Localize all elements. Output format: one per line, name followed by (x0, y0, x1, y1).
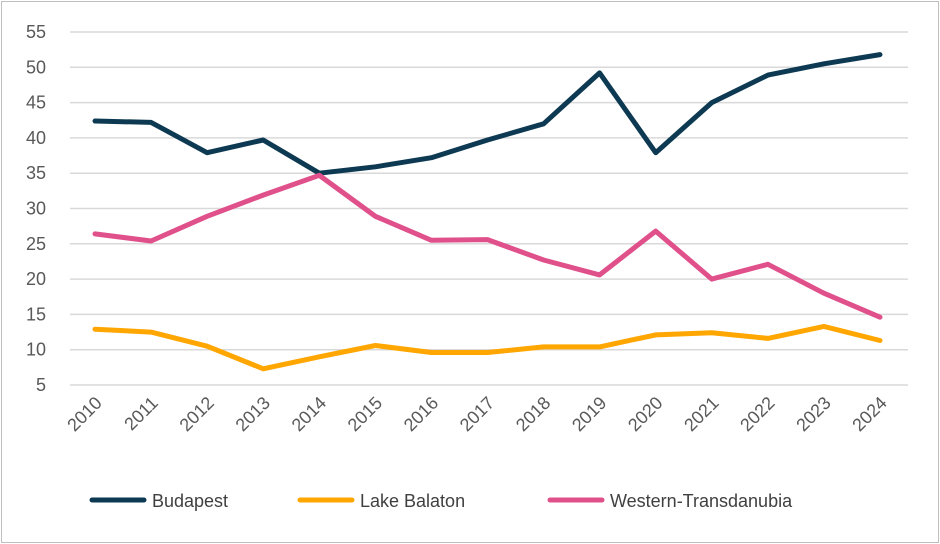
y-tick-label: 25 (26, 234, 46, 254)
x-tick-label: 2012 (176, 393, 218, 435)
y-axis-ticks: 5 10 15 20 25 30 35 40 45 50 55 (26, 22, 46, 395)
x-tick-label: 2023 (792, 393, 834, 435)
x-tick-label: 2022 (736, 393, 778, 435)
y-tick-label: 15 (26, 304, 46, 324)
x-tick-label: 2018 (512, 393, 554, 435)
x-tick-label: 2015 (344, 393, 386, 435)
x-tick-label: 2024 (848, 393, 890, 435)
y-tick-label: 45 (26, 93, 46, 113)
y-tick-label: 35 (26, 163, 46, 183)
y-tick-label: 55 (26, 22, 46, 42)
x-tick-label: 2011 (120, 393, 162, 435)
y-tick-label: 50 (26, 57, 46, 77)
gridlines (70, 31, 908, 386)
x-tick-label: 2017 (456, 393, 498, 435)
legend-label-lake-balaton: Lake Balaton (360, 491, 465, 511)
x-axis-ticks: 2010 2011 2012 2013 2014 2015 2016 2017 2018 2019… (63, 393, 890, 435)
x-tick-label: 2010 (63, 393, 105, 435)
series-line-lake-balaton (92, 323, 883, 372)
y-tick-label: 30 (26, 199, 46, 219)
series-lines (92, 52, 883, 372)
x-tick-label: 2019 (568, 393, 610, 435)
y-tick-label: 5 (36, 375, 46, 395)
y-tick-label: 20 (26, 269, 46, 289)
x-tick-label: 2014 (288, 393, 330, 435)
x-tick-label: 2013 (232, 393, 274, 435)
legend-label-western-transdanubia: Western-Transdanubia (610, 491, 793, 511)
series-line-budapest (92, 52, 883, 176)
legend-label-budapest: Budapest (152, 491, 228, 511)
legend: Budapest Lake Balaton Western-Transdanubia (89, 491, 793, 511)
series-line-western-transdanubia (92, 172, 883, 320)
y-tick-label: 40 (26, 128, 46, 148)
x-tick-label: 2016 (400, 393, 442, 435)
y-tick-label: 10 (26, 340, 46, 360)
x-tick-label: 2021 (680, 393, 722, 435)
x-tick-label: 2020 (624, 393, 666, 435)
